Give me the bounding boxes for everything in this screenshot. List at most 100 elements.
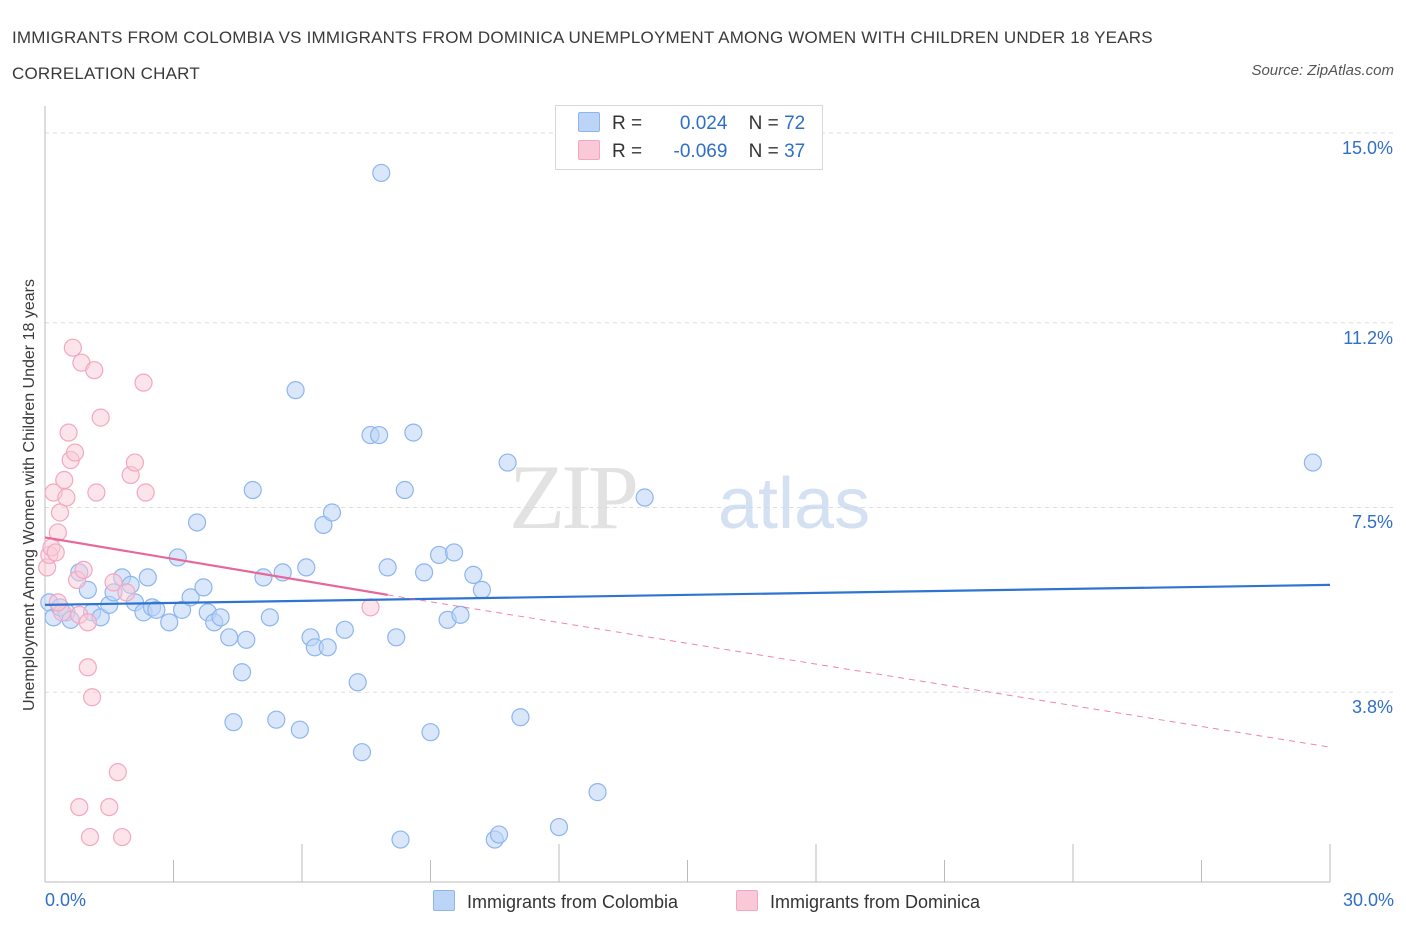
- legend-r-dominica: -0.069: [673, 141, 728, 162]
- dominica-point: [48, 593, 67, 612]
- legend-swatch-dominica: [578, 140, 600, 160]
- dominica-point: [361, 598, 380, 617]
- legend-n-label: N =: [748, 113, 779, 134]
- y-tick-label: 15.0%: [1341, 137, 1393, 158]
- colombia-point: [322, 503, 342, 522]
- colombia-point: [472, 580, 491, 599]
- dominica-point: [59, 423, 78, 442]
- legend-n-dominica: 37: [784, 141, 806, 162]
- dominica-trend-line: [44, 536, 388, 596]
- y-tick-label: 7.5%: [1351, 512, 1393, 533]
- source-note: Source: ZipAtlas.com: [1251, 62, 1394, 79]
- colombia-point: [211, 608, 230, 627]
- dominica-points: [38, 338, 380, 847]
- colombia-point: [260, 608, 279, 627]
- colombia-point: [172, 600, 192, 619]
- legend-r-label: R =: [612, 113, 643, 134]
- colombia-point: [635, 488, 654, 507]
- colombia-point: [254, 568, 273, 587]
- chart-title: IMMIGRANTS FROM COLOMBIA VS IMMIGRANTS F…: [12, 28, 1153, 83]
- colombia-point: [348, 673, 367, 692]
- bottom-legend-swatch-dominica: [736, 890, 758, 911]
- colombia-point: [314, 515, 333, 535]
- colombia-point: [395, 480, 414, 500]
- axes: [44, 106, 1331, 883]
- dominica-point: [83, 688, 102, 707]
- dominica-point: [117, 583, 136, 602]
- dominica-point: [63, 338, 82, 357]
- dominica-point: [48, 523, 67, 542]
- dominica-point: [108, 763, 127, 782]
- legend-row-dominica: R = -0.069 N = 37: [578, 140, 805, 164]
- dominica-point: [112, 827, 132, 847]
- bottom-legend-label-colombia: Immigrants from Colombia: [467, 892, 679, 912]
- dominica-point: [78, 658, 97, 677]
- colombia-point: [511, 708, 530, 727]
- dominica-point: [104, 573, 123, 592]
- colombia-points: [40, 163, 1322, 849]
- colombia-point: [451, 605, 470, 624]
- colombia-point: [194, 578, 213, 597]
- colombia-point: [588, 783, 607, 802]
- dominica-point: [74, 560, 93, 580]
- dominica-point: [65, 443, 85, 462]
- colombia-point: [187, 513, 207, 532]
- colombia-point: [160, 613, 179, 632]
- watermark-zip: ZIP: [509, 446, 636, 548]
- dominica-point: [46, 543, 65, 562]
- legend-row-colombia: R = 0.024 N = 72: [578, 112, 805, 136]
- y-tick-label: 11.2%: [1343, 327, 1393, 348]
- watermark: ZIP atlas: [509, 446, 870, 548]
- dominica-point: [70, 797, 89, 817]
- colombia-point: [168, 548, 187, 567]
- colombia-point: [232, 663, 252, 682]
- colombia-point: [1303, 453, 1322, 472]
- colombia-point: [370, 425, 389, 445]
- dominica-point: [57, 488, 76, 507]
- legend-r-label: R =: [612, 141, 643, 162]
- dominica-point: [80, 827, 100, 847]
- bottom-legend-colombia: Immigrants from Colombia: [433, 890, 678, 913]
- dominica-point: [78, 613, 97, 632]
- colombia-point: [352, 743, 372, 762]
- colombia-point: [378, 558, 397, 577]
- colombia-point: [404, 423, 423, 442]
- trend-lines: [44, 536, 1331, 748]
- x-tick-label-max: 30.0%: [1342, 890, 1394, 910]
- legend-n-colombia: 72: [784, 113, 806, 134]
- dominica-point: [85, 361, 104, 380]
- colombia-point: [290, 720, 309, 739]
- y-tick-label: 3.8%: [1351, 697, 1393, 718]
- colombia-point: [489, 825, 509, 844]
- colombia-trend-line: [44, 583, 1331, 606]
- colombia-point: [237, 630, 256, 649]
- colombia-point: [421, 723, 440, 742]
- colombia-point: [372, 163, 391, 183]
- dominica-point: [134, 373, 153, 392]
- colombia-point: [286, 381, 305, 400]
- colombia-point: [147, 600, 166, 619]
- colombia-point: [387, 628, 406, 647]
- colombia-point: [220, 628, 239, 647]
- legend-n-label: N =: [748, 141, 779, 162]
- colombia-point: [549, 817, 569, 837]
- bottom-legend-swatch-colombia: [433, 890, 455, 911]
- legend-swatch-colombia: [578, 112, 600, 132]
- dominica-point: [50, 503, 70, 522]
- colombia-point: [335, 620, 354, 639]
- dominica-point: [125, 453, 145, 472]
- colombia-point: [498, 453, 517, 472]
- x-tick-label-min: 0.0%: [45, 890, 87, 910]
- colombia-point: [243, 480, 262, 500]
- dominica-point: [87, 483, 106, 502]
- gridlines: [45, 132, 1395, 693]
- colombia-point: [138, 568, 157, 587]
- colombia-point: [391, 830, 410, 849]
- dominica-point: [136, 483, 155, 502]
- colombia-point: [444, 543, 464, 562]
- colombia-point: [224, 713, 243, 732]
- colombia-point: [429, 545, 449, 565]
- watermark-atlas: atlas: [718, 464, 870, 544]
- dominica-point: [55, 470, 74, 490]
